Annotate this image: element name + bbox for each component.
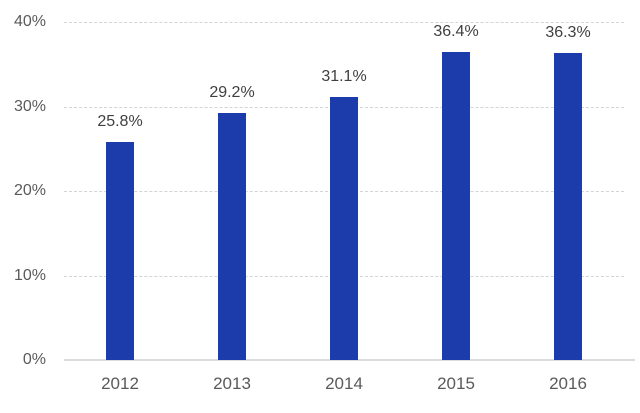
x-axis: 2012 2013 2014 2015 2016 — [64, 372, 624, 396]
x-tick-label-2016: 2016 — [549, 374, 587, 393]
x-tick-label-2014: 2014 — [325, 374, 363, 393]
x-tick-label-2015: 2015 — [437, 374, 475, 393]
x-axis-line — [64, 359, 636, 361]
y-tick-label-0: 0% — [22, 351, 46, 368]
bar-value-label-2014: 31.1% — [321, 68, 367, 86]
x-tick-label-2013: 2013 — [213, 374, 251, 393]
y-tick-label-20: 20% — [13, 182, 46, 199]
y-tick-label-40: 40% — [13, 13, 46, 30]
bar-2016 — [554, 53, 582, 360]
gridline-40 — [64, 22, 624, 23]
bar-value-label-2015: 36.4% — [433, 23, 479, 41]
bar-value-label-2013: 29.2% — [209, 84, 255, 102]
plot-area: 25.8% 29.2% 31.1% 36.4% 36.3% — [64, 22, 636, 361]
bar-value-label-2016: 36.3% — [545, 24, 591, 42]
x-tick-label-2012: 2012 — [101, 374, 139, 393]
y-tick-label-10: 10% — [13, 266, 46, 284]
bar-2013 — [218, 113, 246, 360]
bar-2014 — [330, 97, 358, 360]
bar-2012 — [106, 142, 134, 360]
bar-2015 — [442, 52, 470, 360]
bar-value-label-2012: 25.8% — [97, 113, 143, 130]
y-tick-label-30: 30% — [13, 97, 46, 115]
